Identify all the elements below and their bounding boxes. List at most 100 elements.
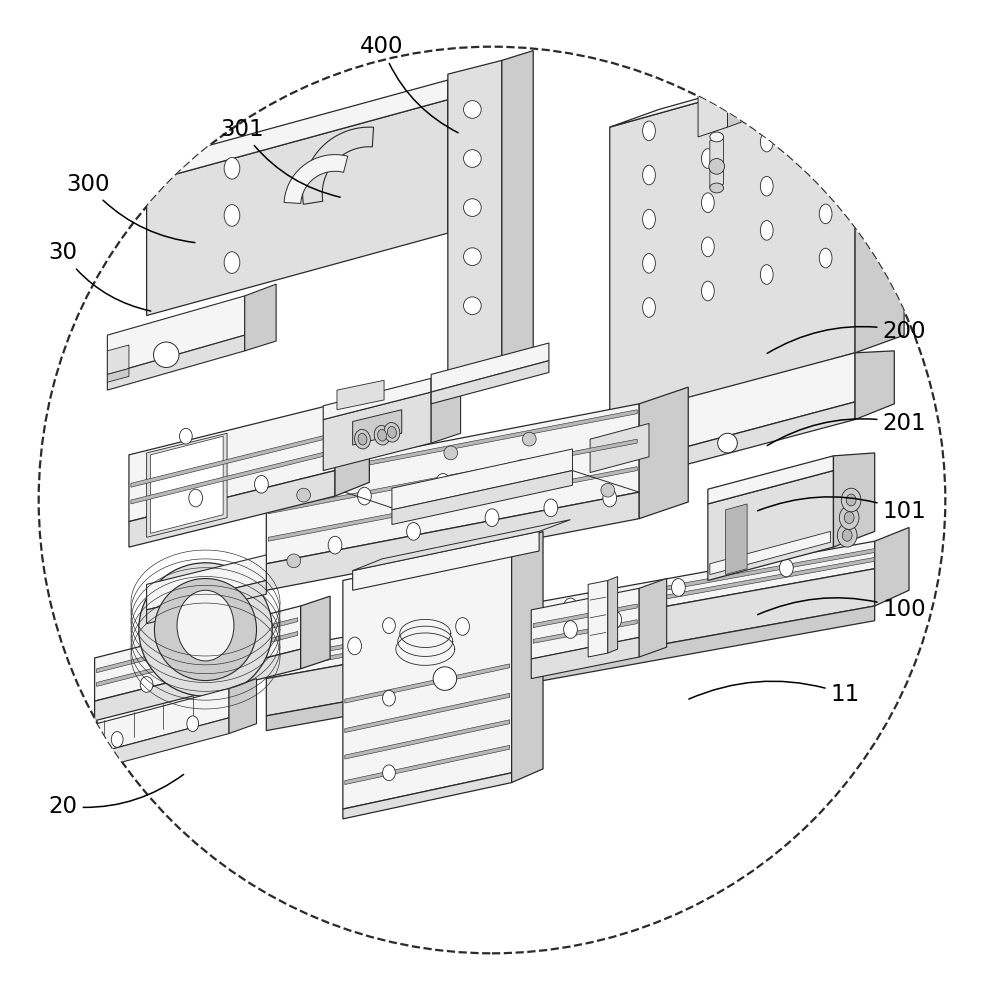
Circle shape [708, 159, 724, 174]
Polygon shape [352, 410, 401, 445]
Polygon shape [269, 410, 638, 484]
Ellipse shape [608, 611, 622, 629]
Ellipse shape [384, 423, 400, 442]
Polygon shape [323, 378, 431, 420]
Polygon shape [151, 436, 223, 533]
Polygon shape [342, 773, 512, 819]
Polygon shape [531, 637, 640, 679]
Polygon shape [448, 64, 490, 233]
Circle shape [463, 150, 481, 167]
Polygon shape [431, 361, 549, 404]
Polygon shape [147, 100, 448, 316]
Circle shape [463, 101, 481, 118]
Ellipse shape [702, 281, 714, 301]
Polygon shape [267, 541, 875, 679]
Polygon shape [337, 380, 384, 410]
Circle shape [444, 446, 458, 460]
Ellipse shape [436, 474, 450, 491]
Text: 30: 30 [48, 241, 151, 311]
Polygon shape [107, 345, 129, 374]
Ellipse shape [179, 428, 192, 444]
Ellipse shape [702, 193, 714, 213]
Ellipse shape [189, 489, 203, 507]
Ellipse shape [224, 158, 240, 179]
Ellipse shape [846, 494, 856, 506]
Ellipse shape [187, 716, 199, 732]
Text: 11: 11 [689, 681, 860, 706]
Ellipse shape [406, 523, 420, 540]
Text: 200: 200 [768, 320, 926, 353]
Ellipse shape [842, 529, 852, 541]
Polygon shape [698, 54, 727, 137]
Ellipse shape [643, 165, 655, 185]
Ellipse shape [388, 426, 397, 438]
Ellipse shape [761, 176, 773, 196]
Ellipse shape [544, 499, 558, 517]
Ellipse shape [837, 524, 857, 547]
Ellipse shape [761, 132, 773, 152]
Polygon shape [94, 606, 301, 701]
Polygon shape [533, 620, 638, 643]
Text: 300: 300 [66, 173, 195, 243]
Polygon shape [301, 596, 330, 669]
Polygon shape [608, 577, 618, 653]
Ellipse shape [761, 265, 773, 284]
Polygon shape [727, 49, 741, 127]
Ellipse shape [177, 590, 234, 661]
Ellipse shape [643, 121, 655, 141]
Polygon shape [129, 471, 335, 547]
Polygon shape [267, 492, 640, 590]
Ellipse shape [358, 433, 367, 445]
Polygon shape [590, 423, 649, 473]
Polygon shape [352, 520, 571, 571]
Polygon shape [96, 631, 298, 686]
Ellipse shape [702, 105, 714, 124]
Polygon shape [323, 392, 431, 471]
Polygon shape [392, 449, 573, 510]
Ellipse shape [456, 618, 469, 635]
Polygon shape [588, 580, 608, 657]
Ellipse shape [328, 536, 341, 554]
Circle shape [463, 199, 481, 216]
Ellipse shape [841, 488, 861, 512]
Polygon shape [833, 453, 875, 547]
Polygon shape [269, 467, 638, 541]
Polygon shape [610, 41, 904, 127]
Text: 201: 201 [768, 412, 926, 446]
Ellipse shape [702, 149, 714, 168]
Ellipse shape [564, 621, 578, 638]
Polygon shape [131, 433, 333, 487]
Polygon shape [725, 504, 747, 575]
Circle shape [433, 667, 457, 690]
Ellipse shape [515, 460, 528, 477]
Ellipse shape [702, 237, 714, 257]
Ellipse shape [564, 598, 578, 616]
Ellipse shape [709, 132, 723, 142]
Circle shape [287, 554, 301, 568]
Polygon shape [267, 404, 640, 564]
Ellipse shape [820, 204, 832, 224]
Polygon shape [335, 390, 369, 496]
Ellipse shape [357, 487, 371, 505]
Polygon shape [531, 588, 640, 659]
Polygon shape [107, 335, 245, 390]
Polygon shape [147, 555, 267, 610]
Polygon shape [590, 353, 855, 473]
Polygon shape [709, 531, 830, 575]
Circle shape [463, 248, 481, 265]
Circle shape [717, 433, 737, 453]
Polygon shape [392, 471, 573, 525]
Circle shape [297, 488, 311, 502]
Polygon shape [855, 41, 904, 353]
Ellipse shape [383, 618, 396, 633]
Polygon shape [431, 343, 549, 392]
Polygon shape [640, 387, 688, 519]
Polygon shape [82, 688, 229, 757]
Text: 20: 20 [48, 774, 184, 818]
Polygon shape [448, 60, 502, 384]
Polygon shape [590, 402, 855, 490]
Ellipse shape [255, 475, 269, 493]
Ellipse shape [383, 765, 396, 781]
Polygon shape [344, 745, 510, 785]
Ellipse shape [643, 298, 655, 317]
